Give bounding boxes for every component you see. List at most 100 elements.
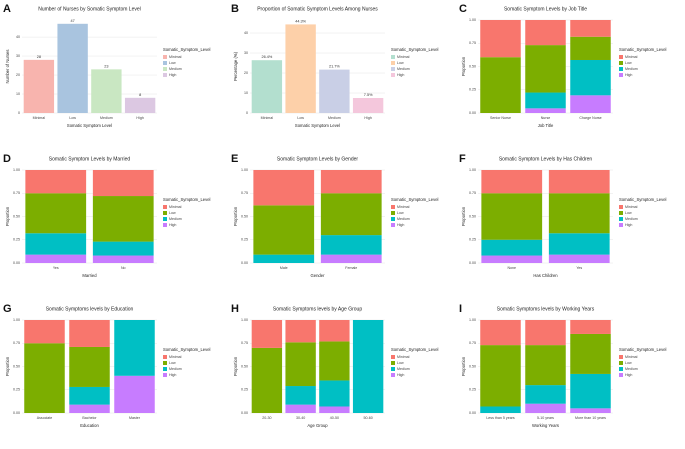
legend-swatch bbox=[391, 217, 395, 221]
y-tick-label: 20 bbox=[244, 71, 248, 75]
bar-segment bbox=[480, 20, 521, 58]
y-tick-label: 0.25 bbox=[13, 388, 20, 392]
bar-segment bbox=[480, 345, 521, 407]
x-tick-label: Medium bbox=[100, 116, 113, 120]
bar-segment bbox=[570, 333, 611, 374]
legend-label: Minimal bbox=[169, 55, 182, 59]
legend-title: Somatic_Symptom_Level bbox=[619, 347, 667, 352]
y-tick-label: 0.75 bbox=[469, 341, 476, 345]
bar-segment bbox=[525, 403, 566, 413]
y-tick-label: 1.00 bbox=[241, 168, 248, 172]
x-axis-label: Married bbox=[82, 273, 97, 278]
bar-segment bbox=[548, 254, 610, 263]
y-tick-label: 0.00 bbox=[469, 111, 476, 115]
bar-segment bbox=[481, 170, 543, 194]
x-tick-label: Medium bbox=[328, 116, 341, 120]
y-tick-label: 0 bbox=[246, 111, 248, 115]
bar bbox=[319, 69, 350, 113]
legend-label: Minimal bbox=[625, 55, 638, 59]
x-tick-label: Yes bbox=[576, 266, 582, 270]
x-tick-label: Low bbox=[297, 116, 304, 120]
y-tick-label: 0.50 bbox=[241, 214, 248, 218]
chart-title: Somatic Symptom Levels by Married bbox=[49, 156, 131, 162]
y-axis-label: Proportion bbox=[461, 206, 466, 226]
legend-swatch bbox=[619, 205, 623, 209]
legend-label: High bbox=[169, 223, 176, 227]
data-label: 8 bbox=[139, 93, 141, 97]
legend-swatch bbox=[619, 355, 623, 359]
y-tick-label: 40 bbox=[244, 31, 248, 35]
bar-segment bbox=[25, 193, 87, 234]
bar-segment bbox=[114, 375, 155, 413]
y-tick-label: 10 bbox=[244, 91, 248, 95]
bar-segment bbox=[253, 254, 315, 263]
bar-segment bbox=[69, 404, 110, 413]
chart-title: Somatic Symptom Levels by Job Title bbox=[504, 6, 587, 12]
y-tick-label: 0.25 bbox=[13, 238, 20, 242]
data-label: 44.3% bbox=[295, 19, 306, 23]
bar-segment bbox=[570, 408, 611, 413]
y-axis-label: Proportion bbox=[233, 356, 238, 376]
x-tick-label: Minimal bbox=[33, 116, 46, 120]
legend-label: Minimal bbox=[625, 205, 638, 209]
x-tick-label: Low bbox=[69, 116, 76, 120]
data-label: 47 bbox=[71, 19, 75, 23]
legend-swatch bbox=[163, 217, 167, 221]
legend-label: Medium bbox=[397, 367, 410, 371]
y-axis-label: Proportion bbox=[233, 206, 238, 226]
y-tick-label: 0.75 bbox=[241, 341, 248, 345]
legend-swatch bbox=[163, 73, 167, 77]
legend-swatch bbox=[163, 67, 167, 71]
legend-swatch bbox=[619, 73, 623, 77]
y-tick-label: 20 bbox=[16, 73, 20, 77]
x-tick-label: Senior Nurse bbox=[490, 116, 511, 120]
y-tick-label: 0.00 bbox=[13, 411, 20, 415]
panel: E Somatic Symptom Levels by Gender Gender P… bbox=[231, 153, 439, 278]
legend-swatch bbox=[391, 61, 395, 65]
y-axis-label: Proportion bbox=[5, 356, 10, 376]
x-axis-label: Has Children bbox=[533, 273, 558, 278]
y-tick-label: 0.50 bbox=[13, 214, 20, 218]
x-tick-label: Charge Nurse bbox=[579, 116, 601, 120]
y-tick-label: 0.75 bbox=[469, 191, 476, 195]
legend-label: High bbox=[625, 373, 632, 377]
bar bbox=[57, 23, 88, 114]
x-tick-label: 20-30 bbox=[262, 416, 271, 420]
bar-segment bbox=[114, 320, 155, 376]
panel: H Somatic Symptoms levels by Age Group Age… bbox=[231, 303, 439, 428]
bar-segment bbox=[25, 233, 87, 255]
bar-segment bbox=[24, 343, 65, 413]
legend-title: Somatic_Symptom_Level bbox=[619, 47, 667, 52]
y-tick-label: 0.75 bbox=[241, 191, 248, 195]
legend-swatch bbox=[163, 367, 167, 371]
bar-segment bbox=[352, 320, 384, 413]
bar-segment bbox=[570, 95, 611, 113]
bar-segment bbox=[570, 20, 611, 37]
legend-swatch bbox=[163, 373, 167, 377]
bar-segment bbox=[251, 320, 283, 348]
bar-segment bbox=[285, 320, 316, 343]
bar-segment bbox=[319, 320, 350, 342]
bar-segment bbox=[548, 170, 610, 194]
x-axis-label: Somatic Symptom Level bbox=[67, 123, 112, 128]
legend-swatch bbox=[619, 217, 623, 221]
bar bbox=[352, 98, 384, 113]
x-axis-label: Gender bbox=[311, 273, 326, 278]
legend-swatch bbox=[619, 223, 623, 227]
bar-segment bbox=[548, 193, 610, 234]
bar bbox=[285, 24, 316, 113]
legend-swatch bbox=[619, 61, 623, 65]
y-tick-label: 0 bbox=[18, 111, 20, 115]
panel: I Somatic Symptoms levels by Working Year… bbox=[459, 303, 667, 428]
data-label: 21.7% bbox=[329, 65, 340, 69]
legend-label: Low bbox=[625, 211, 632, 215]
x-tick-label: None bbox=[507, 266, 516, 270]
legend-label: Medium bbox=[397, 67, 410, 71]
legend-swatch bbox=[163, 211, 167, 215]
bar-segment bbox=[319, 380, 350, 407]
legend-label: Low bbox=[625, 361, 632, 365]
legend-label: High bbox=[397, 223, 404, 227]
legend-title: Somatic_Symptom_Level bbox=[391, 197, 439, 202]
legend-label: Medium bbox=[625, 217, 638, 221]
